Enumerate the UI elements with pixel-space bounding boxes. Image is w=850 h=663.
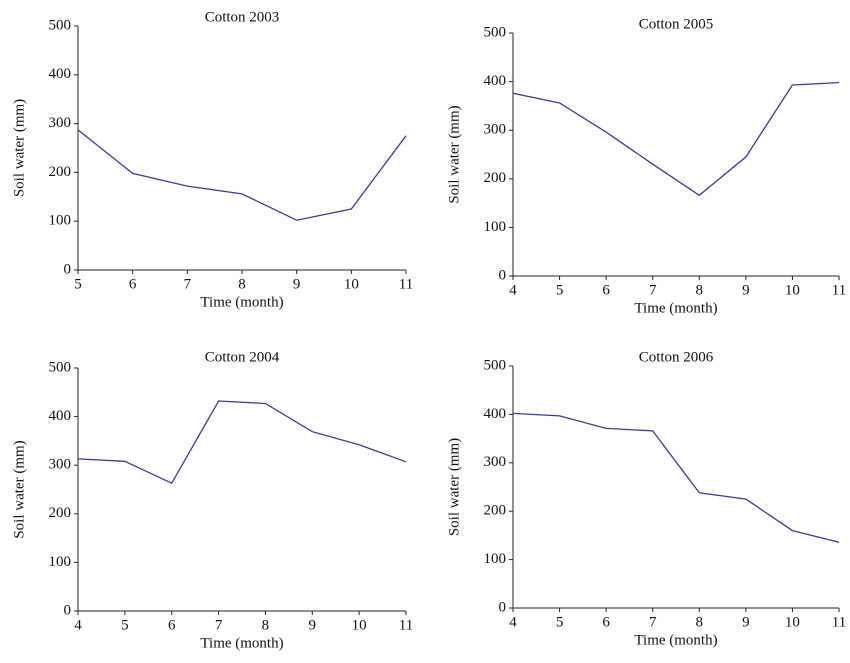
y-tick-label: 400 [484,73,507,89]
y-tick-label: 300 [49,457,72,473]
y-tick-label: 500 [49,17,72,33]
x-axis-label: Time (month) [200,635,283,651]
chart-title: Cotton 2004 [205,349,280,365]
x-tick-label: 8 [696,614,704,630]
y-tick-label: 100 [49,554,72,570]
x-tick-label: 9 [293,276,301,292]
x-tick-label: 6 [602,282,610,298]
y-tick-label: 0 [499,599,507,615]
x-tick-label: 5 [556,282,564,298]
y-tick-label: 300 [49,115,72,131]
y-axis-label: Soil water (mm) [11,99,27,197]
x-axis-label: Time (month) [634,632,717,648]
x-tick-label: 9 [742,282,750,298]
y-tick-label: 400 [49,408,72,424]
chart-title: Cotton 2005 [639,16,714,32]
y-axis-label: Soil water (mm) [446,438,462,536]
x-tick-label: 7 [215,617,223,633]
x-tick-label: 5 [121,617,129,633]
y-tick-label: 400 [49,66,72,82]
x-axis-label: Time (month) [634,300,717,316]
y-tick-label: 300 [484,454,507,470]
x-tick-label: 7 [184,276,192,292]
x-tick-label: 7 [649,282,657,298]
y-tick-label: 500 [484,24,507,40]
x-tick-label: 6 [168,617,176,633]
y-tick-label: 0 [499,267,507,283]
y-tick-label: 200 [484,503,507,519]
x-tick-label: 4 [509,614,517,630]
y-tick-label: 0 [64,602,72,618]
x-tick-label: 11 [399,617,413,633]
y-tick-label: 100 [49,213,72,229]
y-tick-label: 100 [484,219,507,235]
x-tick-label: 6 [602,614,610,630]
chart-title: Cotton 2006 [639,349,714,365]
x-tick-label: 10 [344,276,359,292]
chart-title: Cotton 2003 [205,9,280,25]
x-tick-label: 6 [129,276,137,292]
data-line [512,81,840,197]
y-tick-label: 500 [49,359,72,375]
x-tick-label: 9 [742,614,750,630]
x-tick-label: 4 [74,617,82,633]
x-tick-label: 8 [238,276,246,292]
x-tick-label: 9 [309,617,317,633]
y-tick-label: 0 [64,261,72,277]
y-tick-label: 500 [484,357,507,373]
x-tick-label: 11 [399,276,413,292]
y-tick-label: 200 [484,170,507,186]
y-axis-label: Soil water (mm) [11,440,27,538]
x-tick-label: 8 [696,282,704,298]
x-tick-label: 5 [556,614,564,630]
x-tick-label: 10 [352,617,367,633]
x-tick-label: 5 [74,276,82,292]
x-axis-label: Time (month) [200,294,283,310]
data-line [512,412,840,543]
y-tick-label: 300 [484,122,507,138]
x-tick-label: 11 [832,614,846,630]
y-axis-label: Soil water (mm) [446,105,462,203]
x-tick-label: 4 [509,282,517,298]
y-tick-label: 100 [484,551,507,567]
x-tick-label: 7 [649,614,657,630]
data-line [77,129,407,221]
data-line [77,400,407,485]
x-tick-label: 11 [832,282,846,298]
y-tick-label: 200 [49,505,72,521]
y-tick-label: 400 [484,406,507,422]
x-tick-label: 8 [262,617,270,633]
x-tick-label: 10 [785,282,800,298]
y-tick-label: 200 [49,164,72,180]
x-tick-label: 10 [785,614,800,630]
